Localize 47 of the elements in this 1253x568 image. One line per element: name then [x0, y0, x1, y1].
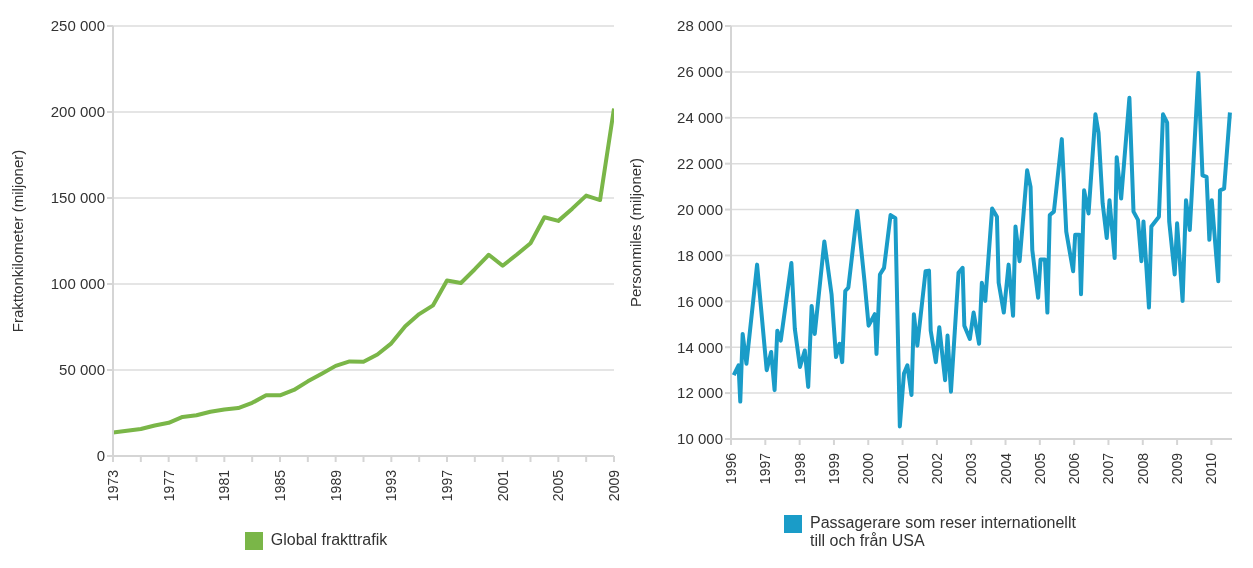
x-tick-label: 2004 [997, 452, 1014, 485]
y-tick-label: 250 000 [50, 17, 105, 35]
x-tick-label: 1985 [272, 469, 288, 502]
x-tick-label: 2008 [1134, 452, 1151, 485]
y-tick-label: 12 000 [677, 384, 723, 402]
x-tick-label: 1997 [439, 469, 455, 502]
y-tick-label: 150 000 [50, 189, 105, 207]
y-tick-label: 24 000 [677, 109, 723, 127]
x-tick-label: 1977 [160, 469, 177, 502]
x-tick-label: 2001 [494, 469, 511, 502]
x-tick-label: 2009 [1169, 452, 1186, 485]
x-tick-label: 2006 [1066, 452, 1083, 485]
x-tick-label: 1996 [723, 452, 739, 485]
y-tick-label: 50 000 [59, 361, 105, 379]
x-tick-label: 1989 [327, 469, 344, 502]
x-tick-label: 2000 [860, 452, 877, 485]
x-tick-label: 2010 [1203, 452, 1220, 485]
x-tick-label: 2009 [606, 469, 622, 502]
x-tick-label: 1999 [825, 452, 842, 485]
y-tick-label: 0 [96, 447, 105, 465]
y-tick-label: 22 000 [677, 154, 723, 172]
y-tick-label: 26 000 [677, 63, 723, 81]
y-tick-label: 14 000 [677, 338, 723, 356]
line-series [731, 71, 1232, 429]
x-tick-label: 1981 [216, 469, 233, 502]
y-tick-label: 20 000 [677, 200, 723, 218]
x-tick-label: 2007 [1100, 452, 1117, 485]
y-tick-label: 100 000 [50, 275, 105, 293]
x-tick-label: 2003 [963, 452, 980, 485]
line-series [113, 106, 614, 435]
y-tick-label: 16 000 [677, 292, 723, 310]
legend-label: Global frakttrafik [270, 531, 388, 549]
x-tick-label: 1997 [757, 452, 774, 485]
y-tick-label: 10 000 [677, 430, 723, 448]
legend-label: Passagerare som reser internationellt till och från USA [810, 514, 1077, 550]
y-tick-label: 200 000 [50, 103, 105, 121]
y-axis-title: Personmiles (miljoner) [627, 157, 645, 308]
x-tick-label: 1973 [105, 469, 121, 502]
x-tick-label: 2005 [1031, 452, 1048, 485]
y-axis-title: Frakttonkilometer (miljoner) [9, 149, 27, 333]
x-tick-label: 2005 [550, 469, 567, 502]
x-tick-label: 2001 [894, 452, 911, 485]
y-tick-label: 28 000 [677, 17, 723, 35]
y-tick-label: 18 000 [677, 246, 723, 264]
x-tick-label: 1998 [791, 452, 808, 485]
x-tick-label: 2002 [928, 452, 945, 485]
x-tick-label: 1993 [383, 469, 400, 502]
